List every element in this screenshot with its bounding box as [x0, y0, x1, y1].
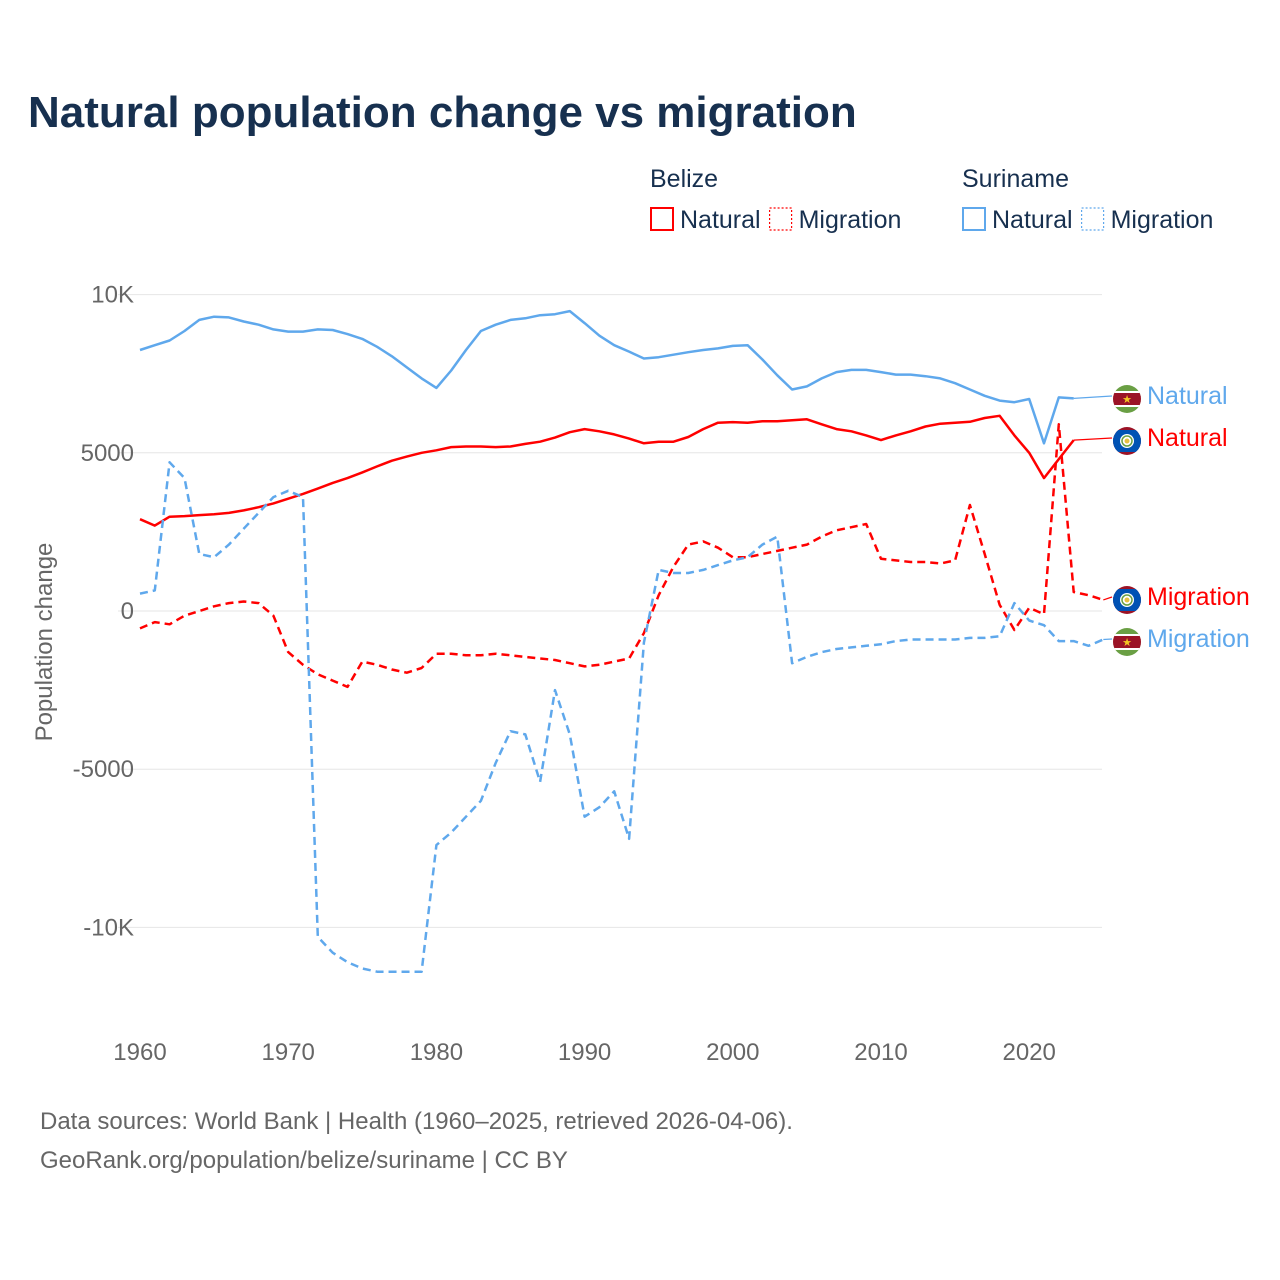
end-label: Migration: [1147, 625, 1250, 653]
label-connector: [1103, 596, 1113, 601]
series-line-belize-migration: [139, 423, 1104, 689]
label-connector: [1073, 395, 1113, 399]
y-tick-label: -5000: [73, 756, 134, 783]
suriname-flag-icon: ★: [1113, 628, 1141, 656]
y-tick-label: -10K: [83, 914, 134, 941]
y-tick-label: 0: [121, 598, 134, 625]
x-tick-label: 1980: [410, 1039, 463, 1066]
label-connector: [1073, 437, 1113, 441]
series-line-suriname-migration: [139, 461, 1104, 973]
suriname-flag-icon: ★: [1113, 385, 1141, 413]
belize-flag-icon: [1113, 427, 1141, 455]
y-tick-label: 5000: [81, 440, 134, 467]
belize-flag-icon: [1113, 586, 1141, 614]
x-tick-label: 2020: [1003, 1039, 1056, 1066]
legend-swatch[interactable]: [768, 207, 793, 231]
y-tick-label: 10K: [91, 282, 134, 309]
footer-link[interactable]: GeoRank.org/population/belize/suriname |…: [40, 1147, 568, 1174]
x-tick-label: 2000: [706, 1039, 759, 1066]
legend-group-title: Belize: [650, 165, 718, 193]
end-label: Natural: [1147, 424, 1228, 452]
series-line-belize-natural: [139, 414, 1075, 527]
x-tick-label: 2010: [854, 1039, 907, 1066]
legend-item-label[interactable]: Natural: [680, 206, 761, 234]
end-label: Migration: [1147, 583, 1250, 611]
legend-group-title: Suriname: [962, 165, 1069, 193]
footer-sources: Data sources: World Bank | Health (1960–…: [40, 1108, 793, 1135]
end-label: Natural: [1147, 382, 1228, 410]
legend-swatch[interactable]: [1080, 207, 1105, 231]
chart-title: Natural population change vs migration: [28, 88, 857, 137]
legend-swatch[interactable]: [650, 207, 674, 231]
svg-text:★: ★: [1122, 394, 1132, 406]
legend-swatch[interactable]: [962, 207, 986, 231]
legend-item-label[interactable]: Migration: [799, 206, 902, 234]
series-line-suriname-natural: [139, 309, 1074, 445]
legend-item-label[interactable]: Migration: [1111, 206, 1214, 234]
svg-text:★: ★: [1122, 637, 1132, 649]
x-tick-label: 1970: [262, 1039, 315, 1066]
y-axis-label: Population change: [31, 543, 58, 742]
legend-item-label[interactable]: Natural: [992, 206, 1073, 234]
x-tick-label: 1960: [113, 1039, 166, 1066]
x-tick-label: 1990: [558, 1039, 611, 1066]
